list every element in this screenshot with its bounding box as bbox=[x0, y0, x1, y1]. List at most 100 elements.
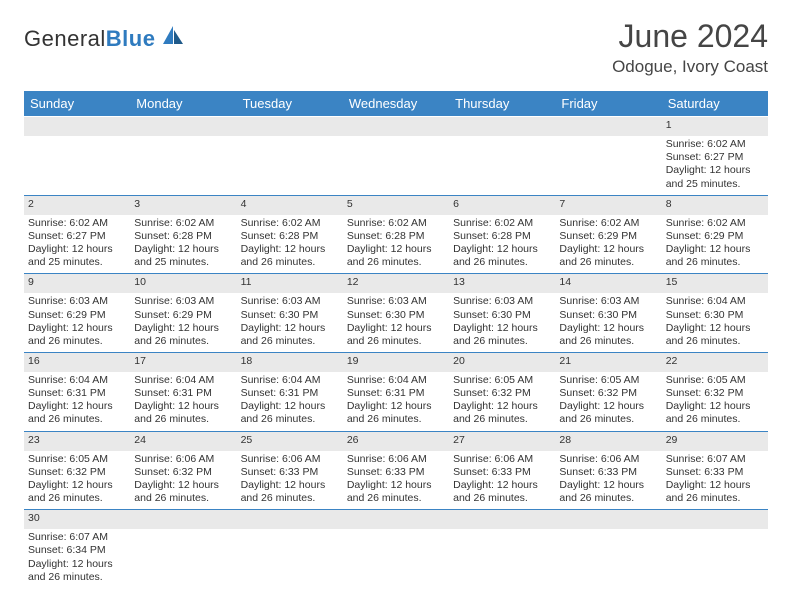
brand-word-2: Blue bbox=[106, 26, 156, 51]
day-number: 27 bbox=[449, 431, 555, 451]
day-cell-empty bbox=[449, 136, 555, 195]
day-line: and 25 minutes. bbox=[666, 178, 764, 191]
day-header: Friday bbox=[555, 91, 661, 117]
day-number-empty bbox=[24, 117, 130, 137]
day-cell-empty bbox=[449, 529, 555, 588]
day-number-empty bbox=[237, 510, 343, 530]
sail-icon bbox=[161, 24, 185, 53]
day-cell: Sunrise: 6:06 AMSunset: 6:32 PMDaylight:… bbox=[130, 451, 236, 510]
day-line: Sunrise: 6:07 AM bbox=[28, 531, 126, 544]
day-cell: Sunrise: 6:06 AMSunset: 6:33 PMDaylight:… bbox=[449, 451, 555, 510]
day-line: Sunrise: 6:04 AM bbox=[347, 374, 445, 387]
day-number: 19 bbox=[343, 352, 449, 372]
day-line: Daylight: 12 hours bbox=[28, 322, 126, 335]
day-line: and 26 minutes. bbox=[559, 335, 657, 348]
week-row: Sunrise: 6:03 AMSunset: 6:29 PMDaylight:… bbox=[24, 293, 768, 352]
day-number: 10 bbox=[130, 274, 236, 294]
day-cell: Sunrise: 6:07 AMSunset: 6:33 PMDaylight:… bbox=[662, 451, 768, 510]
day-line: and 26 minutes. bbox=[453, 413, 551, 426]
day-line: Sunrise: 6:06 AM bbox=[134, 453, 232, 466]
day-line: and 26 minutes. bbox=[559, 256, 657, 269]
day-cell-empty bbox=[555, 529, 661, 588]
day-line: Sunrise: 6:02 AM bbox=[347, 217, 445, 230]
week-row: Sunrise: 6:04 AMSunset: 6:31 PMDaylight:… bbox=[24, 372, 768, 431]
day-cell-empty bbox=[555, 136, 661, 195]
day-line: Daylight: 12 hours bbox=[241, 400, 339, 413]
day-line: Sunset: 6:30 PM bbox=[347, 309, 445, 322]
day-line: Sunrise: 6:04 AM bbox=[134, 374, 232, 387]
day-line: and 26 minutes. bbox=[666, 413, 764, 426]
day-line: Sunrise: 6:04 AM bbox=[28, 374, 126, 387]
day-cell: Sunrise: 6:03 AMSunset: 6:30 PMDaylight:… bbox=[237, 293, 343, 352]
day-line: Sunset: 6:33 PM bbox=[559, 466, 657, 479]
day-number: 11 bbox=[237, 274, 343, 294]
day-line: Sunrise: 6:02 AM bbox=[559, 217, 657, 230]
day-line: and 26 minutes. bbox=[453, 256, 551, 269]
day-number: 8 bbox=[662, 195, 768, 215]
day-line: and 26 minutes. bbox=[559, 413, 657, 426]
day-number: 14 bbox=[555, 274, 661, 294]
day-number: 21 bbox=[555, 352, 661, 372]
day-number: 22 bbox=[662, 352, 768, 372]
day-line: Sunset: 6:31 PM bbox=[134, 387, 232, 400]
day-header: Saturday bbox=[662, 91, 768, 117]
day-header: Thursday bbox=[449, 91, 555, 117]
day-line: and 26 minutes. bbox=[666, 256, 764, 269]
day-line: Sunrise: 6:06 AM bbox=[559, 453, 657, 466]
day-line: and 26 minutes. bbox=[241, 492, 339, 505]
week-row: Sunrise: 6:05 AMSunset: 6:32 PMDaylight:… bbox=[24, 451, 768, 510]
day-line: Daylight: 12 hours bbox=[347, 243, 445, 256]
day-line: Sunrise: 6:02 AM bbox=[134, 217, 232, 230]
day-header: Wednesday bbox=[343, 91, 449, 117]
day-line: Daylight: 12 hours bbox=[559, 243, 657, 256]
day-line: Sunrise: 6:06 AM bbox=[453, 453, 551, 466]
day-cell-empty bbox=[130, 136, 236, 195]
day-line: and 26 minutes. bbox=[347, 413, 445, 426]
day-line: and 26 minutes. bbox=[453, 492, 551, 505]
day-cell: Sunrise: 6:03 AMSunset: 6:30 PMDaylight:… bbox=[449, 293, 555, 352]
day-header: Tuesday bbox=[237, 91, 343, 117]
day-line: Daylight: 12 hours bbox=[134, 243, 232, 256]
day-line: Daylight: 12 hours bbox=[28, 558, 126, 571]
day-line: Daylight: 12 hours bbox=[28, 400, 126, 413]
day-line: Daylight: 12 hours bbox=[666, 479, 764, 492]
day-cell-empty bbox=[237, 136, 343, 195]
day-line: and 26 minutes. bbox=[28, 571, 126, 584]
day-line: Daylight: 12 hours bbox=[453, 479, 551, 492]
day-line: Sunset: 6:27 PM bbox=[666, 151, 764, 164]
day-line: and 26 minutes. bbox=[453, 335, 551, 348]
day-line: and 25 minutes. bbox=[134, 256, 232, 269]
day-cell-empty bbox=[130, 529, 236, 588]
day-line: and 26 minutes. bbox=[28, 335, 126, 348]
day-line: Daylight: 12 hours bbox=[241, 479, 339, 492]
day-number: 5 bbox=[343, 195, 449, 215]
day-cell: Sunrise: 6:05 AMSunset: 6:32 PMDaylight:… bbox=[449, 372, 555, 431]
day-line: Sunrise: 6:02 AM bbox=[241, 217, 339, 230]
day-line: Sunrise: 6:06 AM bbox=[347, 453, 445, 466]
day-line: Daylight: 12 hours bbox=[241, 322, 339, 335]
day-number-empty bbox=[662, 510, 768, 530]
week-row: Sunrise: 6:02 AMSunset: 6:27 PMDaylight:… bbox=[24, 136, 768, 195]
day-line: Sunset: 6:31 PM bbox=[347, 387, 445, 400]
day-line: Sunset: 6:28 PM bbox=[347, 230, 445, 243]
day-line: Sunrise: 6:03 AM bbox=[134, 295, 232, 308]
day-number: 29 bbox=[662, 431, 768, 451]
day-cell: Sunrise: 6:02 AMSunset: 6:28 PMDaylight:… bbox=[130, 215, 236, 274]
day-line: Daylight: 12 hours bbox=[559, 322, 657, 335]
header-right: June 2024 Odogue, Ivory Coast bbox=[612, 18, 768, 77]
day-number-empty bbox=[343, 510, 449, 530]
day-number: 18 bbox=[237, 352, 343, 372]
day-number: 26 bbox=[343, 431, 449, 451]
day-line: Sunrise: 6:07 AM bbox=[666, 453, 764, 466]
day-line: Sunset: 6:30 PM bbox=[241, 309, 339, 322]
day-line: Daylight: 12 hours bbox=[666, 400, 764, 413]
day-number: 12 bbox=[343, 274, 449, 294]
day-line: Daylight: 12 hours bbox=[453, 322, 551, 335]
day-number: 24 bbox=[130, 431, 236, 451]
day-line: Sunset: 6:29 PM bbox=[28, 309, 126, 322]
day-number-row: 1 bbox=[24, 117, 768, 137]
day-cell: Sunrise: 6:05 AMSunset: 6:32 PMDaylight:… bbox=[662, 372, 768, 431]
day-number-row: 16171819202122 bbox=[24, 352, 768, 372]
day-cell: Sunrise: 6:04 AMSunset: 6:31 PMDaylight:… bbox=[130, 372, 236, 431]
day-cell: Sunrise: 6:07 AMSunset: 6:34 PMDaylight:… bbox=[24, 529, 130, 588]
